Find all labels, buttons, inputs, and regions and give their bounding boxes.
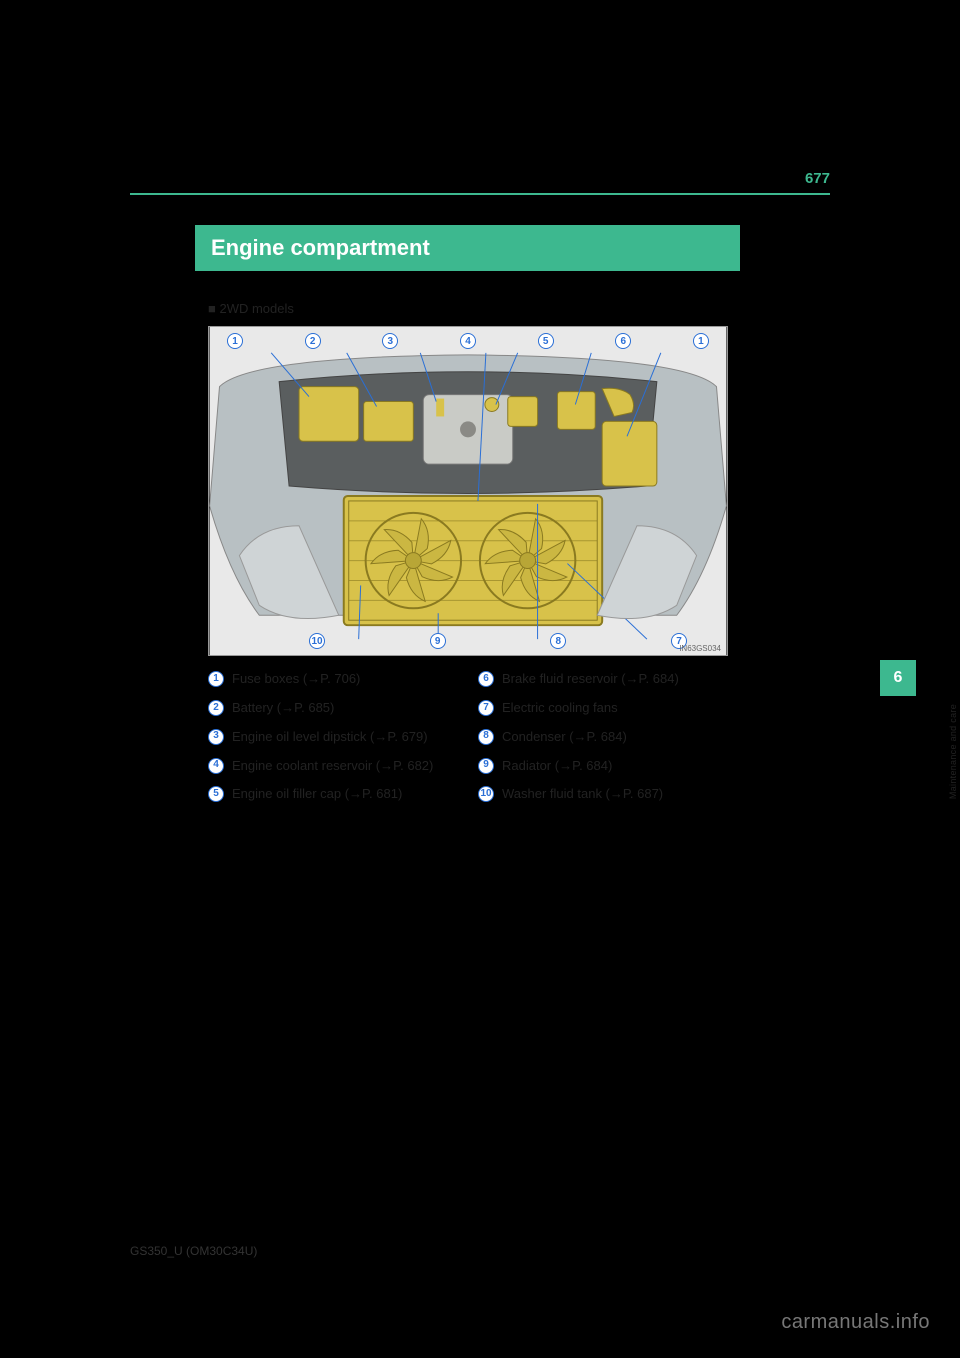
legend-num: 1 <box>208 671 224 687</box>
legend-num: 5 <box>208 786 224 802</box>
legend-left-col: 1 Fuse boxes (→P. 706) 2 Battery (→P. 68… <box>208 670 458 814</box>
legend-item: 2 Battery (→P. 685) <box>208 699 458 718</box>
legend-right-col: 6 Brake fluid reservoir (→P. 684) 7 Elec… <box>478 670 728 814</box>
section-breadcrumb: 6-3. Do-it-yourself maintenance <box>130 172 297 186</box>
diagram-bottom-callouts: 10 9 8 7 <box>209 633 727 649</box>
engine-diagram: 1 2 3 4 5 6 1 10 9 8 7 IN63GS034 <box>208 326 728 656</box>
callout-10: 10 <box>309 633 325 649</box>
manual-page: 6-3. Do-it-yourself maintenance 677 Engi… <box>130 170 830 814</box>
legend-item: 4 Engine coolant reservoir (→P. 682) <box>208 757 458 776</box>
legend-text: Electric cooling fans <box>502 699 618 718</box>
chapter-tab: 6 <box>880 660 916 696</box>
legend-item: 3 Engine oil level dipstick (→P. 679) <box>208 728 458 747</box>
callout-1: 1 <box>227 333 243 349</box>
callout-5: 5 <box>538 333 554 349</box>
page-number: 677 <box>805 170 830 187</box>
legend-text: Engine oil level dipstick (→P. 679) <box>232 728 428 747</box>
callout-3: 3 <box>382 333 398 349</box>
legend-item: 1 Fuse boxes (→P. 706) <box>208 670 458 689</box>
chapter-tab-label: Maintenance and care <box>948 704 958 799</box>
callout-6: 6 <box>615 333 631 349</box>
legend-text: Brake fluid reservoir (→P. 684) <box>502 670 679 689</box>
legend-item: 6 Brake fluid reservoir (→P. 684) <box>478 670 728 689</box>
legend: 1 Fuse boxes (→P. 706) 2 Battery (→P. 68… <box>208 670 830 814</box>
callout-8: 8 <box>550 633 566 649</box>
legend-item: 7 Electric cooling fans <box>478 699 728 718</box>
legend-text: Battery (→P. 685) <box>232 699 334 718</box>
callout-4: 4 <box>460 333 476 349</box>
page-header: 6-3. Do-it-yourself maintenance 677 <box>130 170 830 195</box>
legend-num: 6 <box>478 671 494 687</box>
legend-item: 9 Radiator (→P. 684) <box>478 757 728 776</box>
diagram-top-callouts: 1 2 3 4 5 6 1 <box>209 333 727 349</box>
watermark: carmanuals.info <box>781 1311 930 1334</box>
variant-heading: ■ 2WD models <box>208 301 830 316</box>
legend-item: 10 Washer fluid tank (→P. 687) <box>478 785 728 804</box>
page-title: Engine compartment <box>195 225 740 271</box>
legend-num: 3 <box>208 729 224 745</box>
diagram-image-code: IN63GS034 <box>679 644 721 653</box>
legend-text: Engine coolant reservoir (→P. 682) <box>232 757 433 776</box>
doc-footer: GS350_U (OM30C34U) <box>130 1244 257 1258</box>
legend-text: Fuse boxes (→P. 706) <box>232 670 360 689</box>
legend-text: Engine oil filler cap (→P. 681) <box>232 785 402 804</box>
legend-num: 4 <box>208 758 224 774</box>
engine-illustration <box>209 327 727 655</box>
legend-text: Condenser (→P. 684) <box>502 728 627 747</box>
legend-item: 8 Condenser (→P. 684) <box>478 728 728 747</box>
legend-text: Washer fluid tank (→P. 687) <box>502 785 663 804</box>
legend-text: Radiator (→P. 684) <box>502 757 612 776</box>
legend-num: 7 <box>478 700 494 716</box>
callout-1b: 1 <box>693 333 709 349</box>
callout-2: 2 <box>305 333 321 349</box>
legend-item: 5 Engine oil filler cap (→P. 681) <box>208 785 458 804</box>
legend-num: 9 <box>478 758 494 774</box>
legend-num: 2 <box>208 700 224 716</box>
legend-num: 10 <box>478 786 494 802</box>
callout-9: 9 <box>430 633 446 649</box>
legend-num: 8 <box>478 729 494 745</box>
